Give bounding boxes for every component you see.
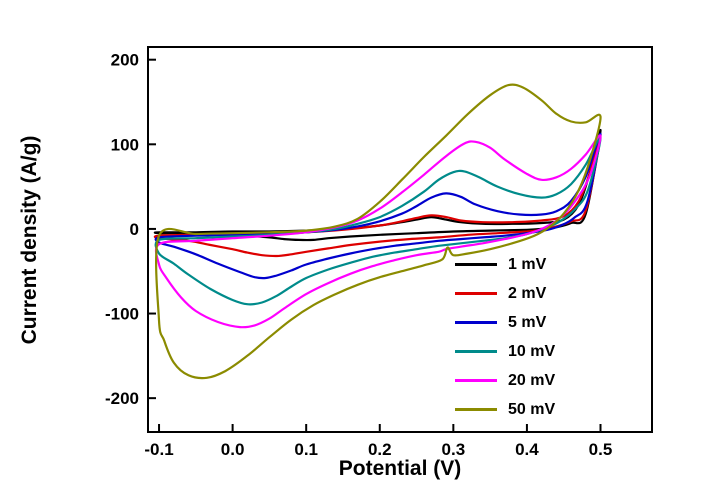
legend-line-swatch — [455, 350, 497, 353]
y-tick-label: -200 — [105, 389, 139, 408]
y-axis-title: Current density (A/g) — [18, 135, 41, 345]
x-tick-label: 0.3 — [442, 440, 466, 459]
x-axis-title: Potential (V) — [338, 457, 462, 480]
legend-line-swatch — [455, 379, 497, 382]
legend-label: 1 mV — [508, 255, 547, 273]
legend-item: 10 mV — [455, 337, 555, 366]
legend-label: 50 mV — [508, 400, 556, 418]
legend-item: 50 mV — [455, 395, 555, 424]
legend-line-swatch — [455, 292, 497, 295]
legend: 1 mV 2 mV 5 mV 10 mV 20 mV 50 mV — [455, 250, 555, 424]
x-tick-label: -0.1 — [144, 440, 173, 459]
legend-item: 1 mV — [455, 250, 555, 279]
y-tick-label: 0 — [130, 220, 139, 239]
curve-1-mv — [153, 129, 602, 242]
legend-item: 2 mV — [455, 279, 555, 308]
x-tick-label: 0.2 — [368, 440, 392, 459]
y-tick-label: 100 — [111, 135, 139, 154]
legend-label: 10 mV — [508, 342, 556, 360]
curve-10-mv — [154, 136, 602, 306]
legend-label: 2 mV — [508, 284, 547, 302]
x-tick-label: 0.5 — [589, 440, 613, 459]
legend-label: 5 mV — [508, 313, 547, 331]
x-tick-label: 0.0 — [221, 440, 245, 459]
curve-50-mv — [155, 83, 602, 380]
legend-label: 20 mV — [508, 371, 556, 389]
plot-frame — [147, 46, 653, 433]
legend-item: 20 mV — [455, 366, 555, 395]
x-tick-label: 0.1 — [294, 440, 318, 459]
curve-5-mv — [154, 133, 602, 280]
legend-line-swatch — [455, 408, 497, 411]
legend-line-swatch — [455, 263, 497, 266]
legend-item: 5 mV — [455, 308, 555, 337]
legend-line-swatch — [455, 321, 497, 324]
y-tick-label: 200 — [111, 51, 139, 70]
y-tick-label: -100 — [105, 305, 139, 324]
x-tick-label: 0.4 — [515, 440, 539, 459]
